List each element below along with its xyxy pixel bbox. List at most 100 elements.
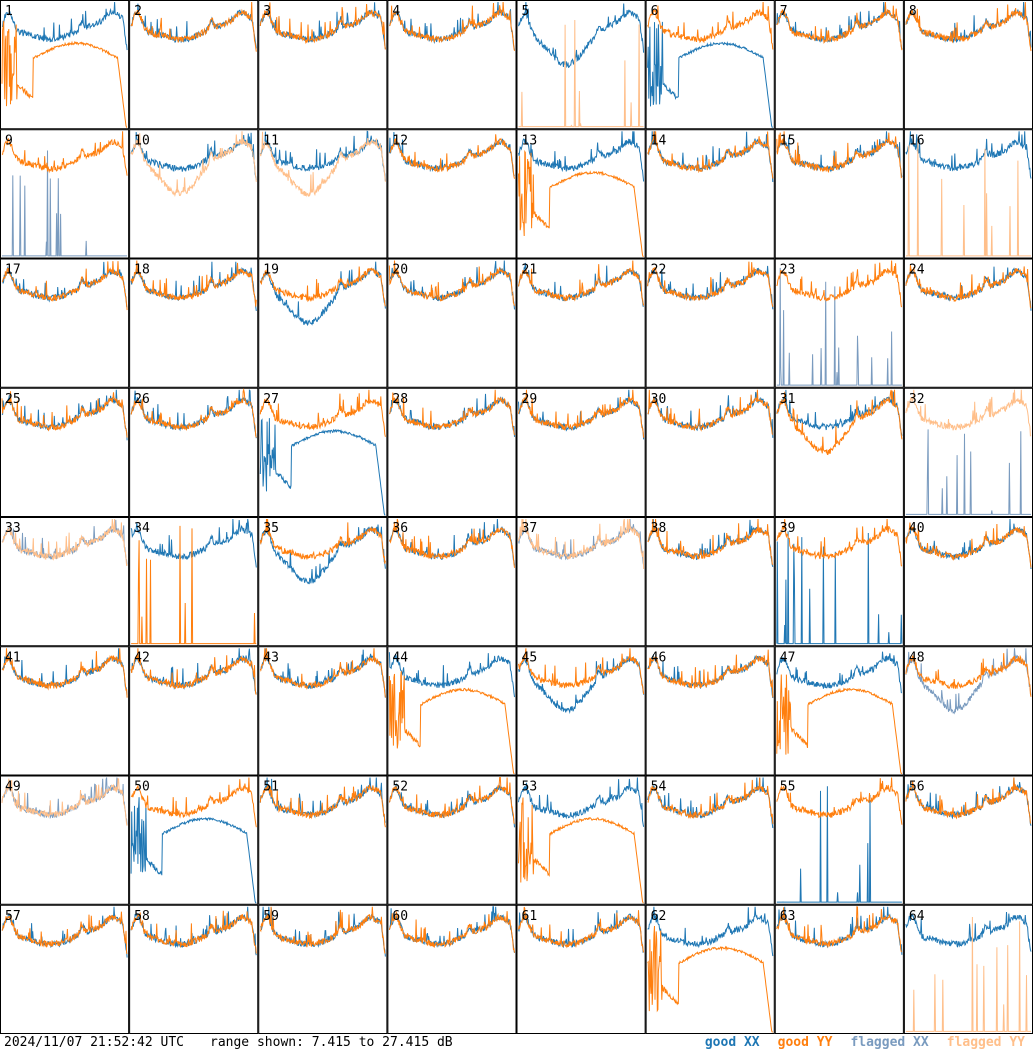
series-xx xyxy=(259,130,386,182)
panel-frame xyxy=(774,258,904,388)
panel-frame xyxy=(0,646,130,776)
panel-4: 4 xyxy=(387,0,517,130)
panel-frame xyxy=(129,904,259,1034)
panel-41: 41 xyxy=(0,646,130,776)
panel-34: 34 xyxy=(129,517,259,647)
legend: good XX good YY flagged XX flagged YY xyxy=(687,1034,1025,1052)
series-yy xyxy=(518,648,645,695)
series-xx xyxy=(905,648,1032,715)
panel-frame xyxy=(516,517,646,647)
panel-frame xyxy=(129,258,259,388)
series-xx xyxy=(130,131,257,180)
series-yy xyxy=(131,525,257,645)
panel-26: 26 xyxy=(129,387,259,517)
series-xx xyxy=(130,3,257,49)
panel-frame xyxy=(0,129,130,259)
panel-13: 13 xyxy=(516,129,646,259)
panel-label: 32 xyxy=(909,392,925,407)
panel-63: 63 xyxy=(774,904,904,1034)
panel-frame xyxy=(0,517,130,647)
panel-frame xyxy=(387,646,517,776)
panel-5: 5 xyxy=(516,0,646,130)
series-xx xyxy=(647,518,774,568)
panel-frame xyxy=(0,258,130,388)
panel-55: 55 xyxy=(774,775,904,905)
panel-32: 32 xyxy=(903,387,1033,517)
series-xx xyxy=(518,777,645,827)
panel-label: 26 xyxy=(134,392,150,407)
panel-20: 20 xyxy=(387,258,517,388)
panel-label: 61 xyxy=(522,909,538,924)
panel-44: 44 xyxy=(387,646,517,776)
series-xx xyxy=(518,1,645,69)
panel-46: 46 xyxy=(645,646,775,776)
panel-label: 22 xyxy=(651,263,667,278)
panel-frame xyxy=(258,646,388,776)
panel-19: 19 xyxy=(258,258,388,388)
panel-36: 36 xyxy=(387,517,517,647)
series-yy xyxy=(905,1,1032,52)
series-yy xyxy=(647,777,774,824)
panel-frame xyxy=(387,129,517,259)
panel-label: 1 xyxy=(5,4,13,19)
panel-frame xyxy=(516,775,646,905)
panel-58: 58 xyxy=(129,904,259,1034)
panel-frame xyxy=(387,0,517,130)
series-yy xyxy=(1,261,128,311)
panel-frame xyxy=(258,517,388,647)
series-xx xyxy=(905,518,1032,570)
series-yy xyxy=(388,911,515,953)
series-xx xyxy=(905,911,1032,952)
range-text: range shown: 7.415 to 27.415 dB xyxy=(210,1035,453,1050)
panel-label: 11 xyxy=(263,133,279,148)
series-xx xyxy=(130,797,257,904)
series-xx xyxy=(905,131,1032,179)
panel-label: 17 xyxy=(5,263,21,278)
series-yy xyxy=(776,777,903,825)
panel-label: 12 xyxy=(392,133,408,148)
panel-7: 7 xyxy=(774,0,904,130)
panel-62: 62 xyxy=(645,904,775,1034)
series-yy xyxy=(776,389,903,456)
series-xx xyxy=(259,777,386,823)
series-yy xyxy=(1,777,128,826)
series-xx xyxy=(647,131,774,183)
panel-15: 15 xyxy=(774,129,904,259)
panel-frame xyxy=(516,0,646,130)
panel-frame xyxy=(645,775,775,905)
panel-35: 35 xyxy=(258,517,388,647)
panel-frame xyxy=(774,775,904,905)
series-yy xyxy=(905,389,1032,437)
series-xx xyxy=(647,21,773,128)
series-yy xyxy=(1,911,128,955)
panel-frame xyxy=(258,387,388,517)
series-xx xyxy=(1,777,128,826)
panel-label: 55 xyxy=(780,780,796,795)
series-yy xyxy=(388,260,515,306)
series-xx xyxy=(259,524,386,585)
series-yy xyxy=(776,260,903,308)
panel-frame xyxy=(774,0,904,130)
panel-frame xyxy=(645,646,775,776)
series-yy xyxy=(259,2,386,50)
panel-label: 57 xyxy=(5,909,21,924)
panel-39: 39 xyxy=(774,517,904,647)
panel-49: 49 xyxy=(0,775,130,905)
series-yy xyxy=(647,261,774,308)
series-yy xyxy=(647,649,774,698)
panel-frame xyxy=(129,387,259,517)
series-xx xyxy=(647,906,774,957)
panel-frame xyxy=(645,129,775,259)
panel-label: 8 xyxy=(909,4,917,19)
series-yy xyxy=(130,1,257,52)
series-yy xyxy=(388,518,515,568)
panel-label: 10 xyxy=(134,133,150,148)
series-yy xyxy=(905,140,1031,257)
panel-label: 21 xyxy=(522,263,538,278)
panel-54: 54 xyxy=(645,775,775,905)
panel-12: 12 xyxy=(387,129,517,259)
panel-label: 54 xyxy=(651,780,667,795)
panel-label: 50 xyxy=(134,780,150,795)
panel-label: 28 xyxy=(392,392,408,407)
